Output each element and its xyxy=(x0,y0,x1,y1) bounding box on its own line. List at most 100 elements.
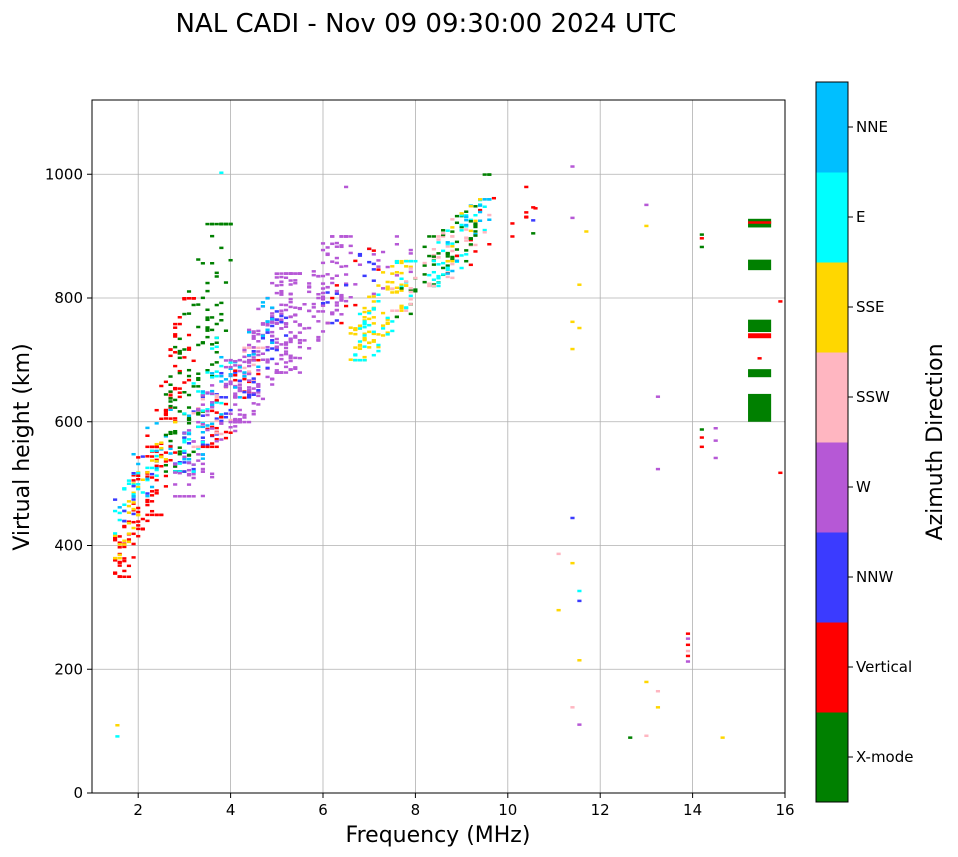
echo-mark xyxy=(200,445,205,449)
echo-mark xyxy=(307,290,312,294)
echo-mark xyxy=(450,269,455,273)
echo-mark xyxy=(182,436,187,439)
echo-mark xyxy=(200,462,205,466)
echo-mark xyxy=(371,292,376,296)
echo-mark xyxy=(186,297,192,300)
echo-mark xyxy=(390,287,395,290)
echo-mark xyxy=(173,398,178,402)
echo-mark xyxy=(422,273,427,276)
echo-mark xyxy=(274,321,279,325)
echo-mark xyxy=(339,321,344,325)
echo-mark xyxy=(348,332,353,335)
x-tick-label: 2 xyxy=(133,801,143,819)
echo-mark xyxy=(122,543,127,546)
echo-mark xyxy=(168,375,173,378)
colorbar-label-sse: SSE xyxy=(856,298,885,316)
echo-mark xyxy=(196,453,201,456)
echo-mark xyxy=(468,204,473,208)
x-tick-label: 16 xyxy=(775,801,794,819)
echo-mark xyxy=(270,312,275,315)
echo-mark xyxy=(260,305,266,308)
echo-mark xyxy=(200,494,205,498)
echo-mark xyxy=(274,272,279,275)
echo-mark xyxy=(376,345,381,349)
echo-mark xyxy=(445,242,450,246)
echo-mark xyxy=(122,569,127,573)
echo-mark xyxy=(251,337,256,340)
echo-mark xyxy=(113,534,118,537)
echo-mark xyxy=(214,396,219,399)
echo-mark xyxy=(131,474,136,477)
echo-mark xyxy=(699,428,704,431)
echo-mark xyxy=(131,501,136,504)
echo-mark xyxy=(473,219,478,223)
echo-mark xyxy=(371,330,376,334)
echo-mark xyxy=(177,450,182,453)
echo-mark xyxy=(274,318,279,321)
echo-mark xyxy=(168,354,173,358)
colorbar-label-x-mode: X-mode xyxy=(856,748,913,766)
echo-mark xyxy=(219,246,224,250)
echo-mark xyxy=(210,372,215,375)
colorbar-label-nne: NNE xyxy=(856,118,888,136)
echo-mark xyxy=(450,230,455,233)
echo-mark xyxy=(186,438,192,441)
echo-mark xyxy=(200,262,205,265)
echo-mark xyxy=(408,252,413,255)
echo-mark xyxy=(293,320,298,323)
echo-mark xyxy=(357,312,363,316)
echo-mark xyxy=(186,473,192,477)
echo-mark xyxy=(371,316,376,319)
echo-mark xyxy=(274,369,279,372)
echo-mark xyxy=(228,412,233,416)
echo-mark xyxy=(196,343,201,347)
echo-mark xyxy=(177,471,182,475)
echo-mark xyxy=(394,290,399,293)
x-tick-label: 6 xyxy=(318,801,328,819)
echo-mark xyxy=(413,259,418,263)
echo-mark xyxy=(145,471,150,474)
echo-mark xyxy=(168,394,173,397)
echo-mark xyxy=(431,253,436,257)
echo-mark xyxy=(376,333,381,336)
echo-mark xyxy=(270,339,275,342)
echo-mark xyxy=(191,472,196,476)
echo-mark xyxy=(223,359,229,362)
echo-mark xyxy=(205,318,210,322)
echo-mark xyxy=(205,424,210,427)
echo-mark xyxy=(242,348,247,352)
echo-mark xyxy=(260,346,266,350)
echo-mark xyxy=(168,417,173,420)
echo-mark xyxy=(478,198,483,201)
echo-mark xyxy=(325,291,330,294)
echo-mark xyxy=(270,306,275,309)
echo-mark xyxy=(380,334,386,337)
echo-mark xyxy=(330,277,335,280)
echo-mark xyxy=(699,245,704,249)
echo-mark xyxy=(408,290,413,294)
echo-mark xyxy=(293,367,298,371)
echo-mark xyxy=(159,465,164,468)
echo-mark xyxy=(219,380,224,383)
echo-mark xyxy=(154,513,159,517)
echo-mark xyxy=(644,224,649,228)
echo-mark xyxy=(450,258,455,261)
echo-mark xyxy=(320,242,326,245)
echo-mark xyxy=(131,483,136,486)
echo-mark xyxy=(242,377,247,381)
echo-mark xyxy=(210,409,215,413)
echo-mark xyxy=(362,358,367,362)
echo-mark xyxy=(191,385,196,388)
colorbar-segment xyxy=(816,712,848,803)
echo-mark xyxy=(274,371,279,374)
echo-mark xyxy=(136,534,141,538)
echo-mark xyxy=(173,420,178,424)
echo-mark xyxy=(316,310,321,313)
echo-mark xyxy=(380,287,386,290)
echo-mark xyxy=(173,335,178,338)
echo-mark xyxy=(320,304,326,307)
echo-mark xyxy=(699,237,704,240)
echo-mark xyxy=(413,276,418,280)
echo-mark xyxy=(177,446,182,449)
